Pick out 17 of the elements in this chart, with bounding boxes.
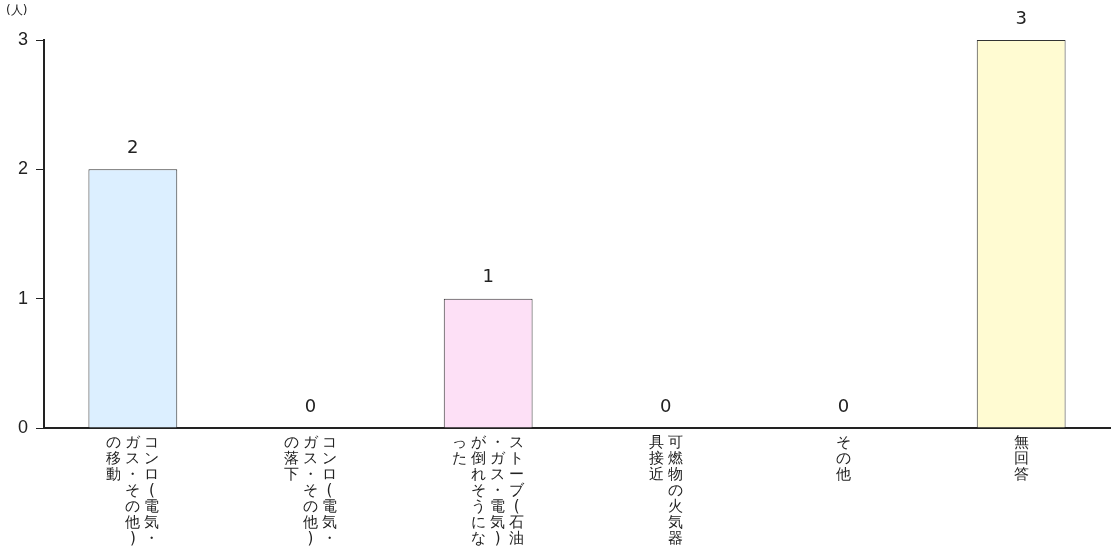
x-tick-label: その他 (835, 433, 852, 483)
y-tick-label: 1 (18, 287, 29, 308)
data-label: 3 (1015, 6, 1027, 28)
category-label: 可燃物の火気器具接近 (648, 433, 683, 547)
y-axis-title: (人) (6, 2, 28, 19)
x-tick-label: 無回答 (1013, 433, 1030, 483)
category-label: コンロ(電気・ガス・その他)の移動 (106, 433, 160, 547)
data-label: 1 (482, 265, 494, 287)
category-label: コンロ(電気・ガス・その他)の落下 (284, 433, 337, 547)
data-label: 0 (660, 394, 672, 416)
data-label: 0 (837, 394, 850, 416)
data-label: 0 (304, 394, 317, 416)
category-label: ストーブ(石油・ガス・電気)が倒れそうになった (452, 433, 525, 547)
y-tick-label: 2 (18, 158, 29, 179)
y-tick-label: 3 (18, 28, 29, 49)
y-tick-label: 0 (18, 416, 29, 437)
data-label: 2 (127, 136, 139, 158)
